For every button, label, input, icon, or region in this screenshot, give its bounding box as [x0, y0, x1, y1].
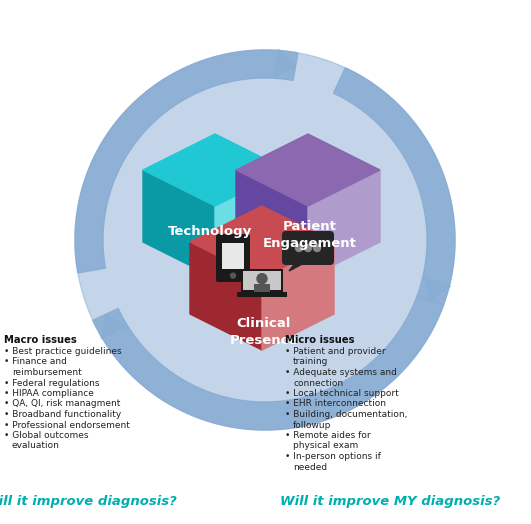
Circle shape: [257, 274, 267, 283]
Text: needed: needed: [293, 463, 327, 472]
Text: Technology: Technology: [168, 225, 252, 238]
Polygon shape: [75, 50, 298, 273]
Text: Will it improve MY diagnosis?: Will it improve MY diagnosis?: [280, 495, 500, 508]
Bar: [243, 271, 281, 290]
Polygon shape: [190, 242, 262, 350]
Text: • Finance and: • Finance and: [4, 357, 67, 366]
Polygon shape: [143, 170, 215, 278]
Text: • HIPAA compliance: • HIPAA compliance: [4, 389, 94, 398]
Text: • Adequate systems and: • Adequate systems and: [285, 368, 397, 377]
Polygon shape: [143, 134, 287, 206]
Circle shape: [295, 245, 303, 252]
Text: connection: connection: [293, 378, 343, 388]
Polygon shape: [236, 134, 380, 206]
Polygon shape: [333, 68, 455, 305]
Text: • Best practice guidelines: • Best practice guidelines: [4, 347, 122, 356]
Circle shape: [313, 245, 321, 252]
Polygon shape: [273, 49, 296, 77]
Bar: [241, 269, 283, 292]
Circle shape: [304, 245, 312, 252]
Text: Macro issues: Macro issues: [4, 335, 77, 345]
Text: • Professional endorsement: • Professional endorsement: [4, 420, 130, 430]
Text: reimbursement: reimbursement: [12, 368, 82, 377]
Text: • Broadband functionality: • Broadband functionality: [4, 410, 121, 419]
FancyBboxPatch shape: [282, 231, 334, 265]
Polygon shape: [236, 170, 308, 278]
Text: • Global outcomes: • Global outcomes: [4, 431, 89, 440]
Polygon shape: [190, 206, 334, 278]
Text: Will it improve diagnosis?: Will it improve diagnosis?: [0, 495, 176, 508]
Text: evaluation: evaluation: [12, 442, 60, 451]
Bar: [237, 292, 287, 297]
FancyBboxPatch shape: [216, 234, 250, 282]
Text: • In-person options if: • In-person options if: [285, 452, 381, 461]
Text: physical exam: physical exam: [293, 442, 358, 451]
Text: • QA, QI, risk managment: • QA, QI, risk managment: [4, 399, 121, 409]
Text: • Patient and provider: • Patient and provider: [285, 347, 386, 356]
Polygon shape: [289, 261, 308, 271]
Text: • Building, documentation,: • Building, documentation,: [285, 410, 407, 419]
Circle shape: [230, 273, 236, 278]
Text: • Federal regulations: • Federal regulations: [4, 378, 99, 388]
Circle shape: [75, 50, 455, 430]
Polygon shape: [262, 242, 334, 350]
Polygon shape: [308, 170, 380, 278]
Text: Micro issues: Micro issues: [285, 335, 355, 345]
Polygon shape: [93, 296, 443, 430]
Bar: [222, 243, 244, 269]
Text: Patient
Engagement: Patient Engagement: [263, 220, 357, 250]
Bar: [254, 283, 270, 292]
Polygon shape: [215, 170, 287, 278]
Polygon shape: [424, 277, 450, 300]
Text: • EHR interconnection: • EHR interconnection: [285, 399, 386, 409]
Text: • Remote aides for: • Remote aides for: [285, 431, 371, 440]
Text: followup: followup: [293, 420, 331, 430]
Polygon shape: [101, 314, 126, 339]
Text: Clinical
Presence: Clinical Presence: [230, 317, 298, 347]
Text: • Local technical support: • Local technical support: [285, 389, 399, 398]
Text: training: training: [293, 357, 328, 366]
